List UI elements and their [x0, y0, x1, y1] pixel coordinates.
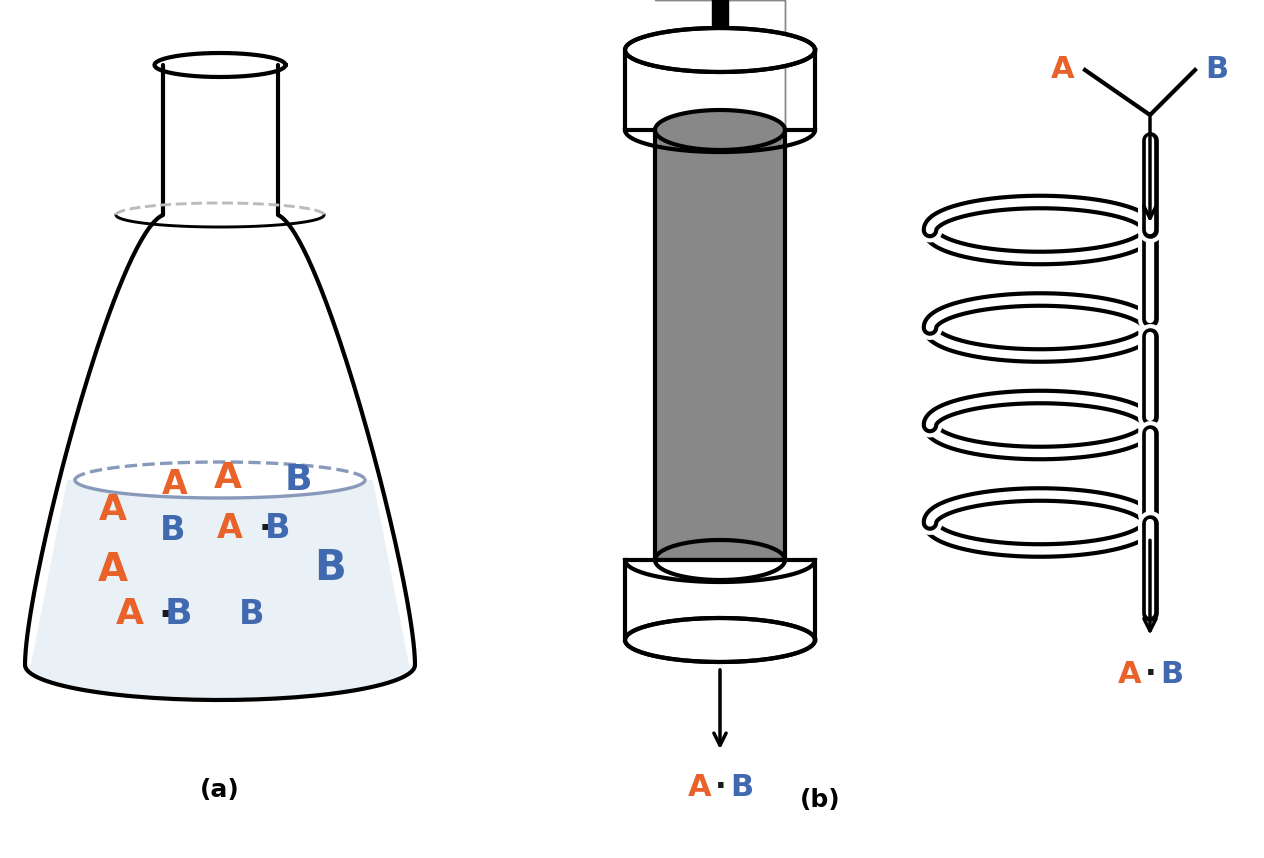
Text: B: B: [161, 513, 186, 547]
FancyBboxPatch shape: [655, 130, 785, 560]
Text: A: A: [97, 551, 128, 589]
Text: B: B: [265, 511, 291, 545]
Polygon shape: [624, 618, 815, 662]
Text: B: B: [1160, 660, 1183, 689]
Text: ·: ·: [1145, 660, 1157, 689]
Polygon shape: [25, 480, 415, 700]
Text: B: B: [731, 772, 753, 801]
Text: (b): (b): [800, 788, 841, 812]
Text: B: B: [1206, 56, 1229, 84]
Text: A: A: [162, 468, 188, 500]
Text: ·: ·: [715, 772, 727, 801]
Text: B: B: [315, 547, 346, 589]
Text: B: B: [284, 463, 312, 497]
Text: B: B: [239, 597, 264, 631]
Polygon shape: [624, 50, 815, 130]
Polygon shape: [712, 0, 728, 28]
Polygon shape: [624, 28, 815, 72]
Text: ·: ·: [259, 513, 272, 547]
Text: A: A: [116, 597, 144, 631]
Text: (a): (a): [200, 778, 240, 802]
Text: B: B: [164, 597, 192, 631]
Text: A: A: [99, 493, 126, 527]
Text: ·: ·: [158, 599, 172, 633]
Text: A: A: [688, 772, 712, 801]
Text: A: A: [217, 511, 243, 545]
Text: A: A: [214, 461, 241, 495]
Text: A: A: [1052, 56, 1074, 84]
Polygon shape: [624, 560, 815, 640]
Text: A: A: [1119, 660, 1141, 689]
